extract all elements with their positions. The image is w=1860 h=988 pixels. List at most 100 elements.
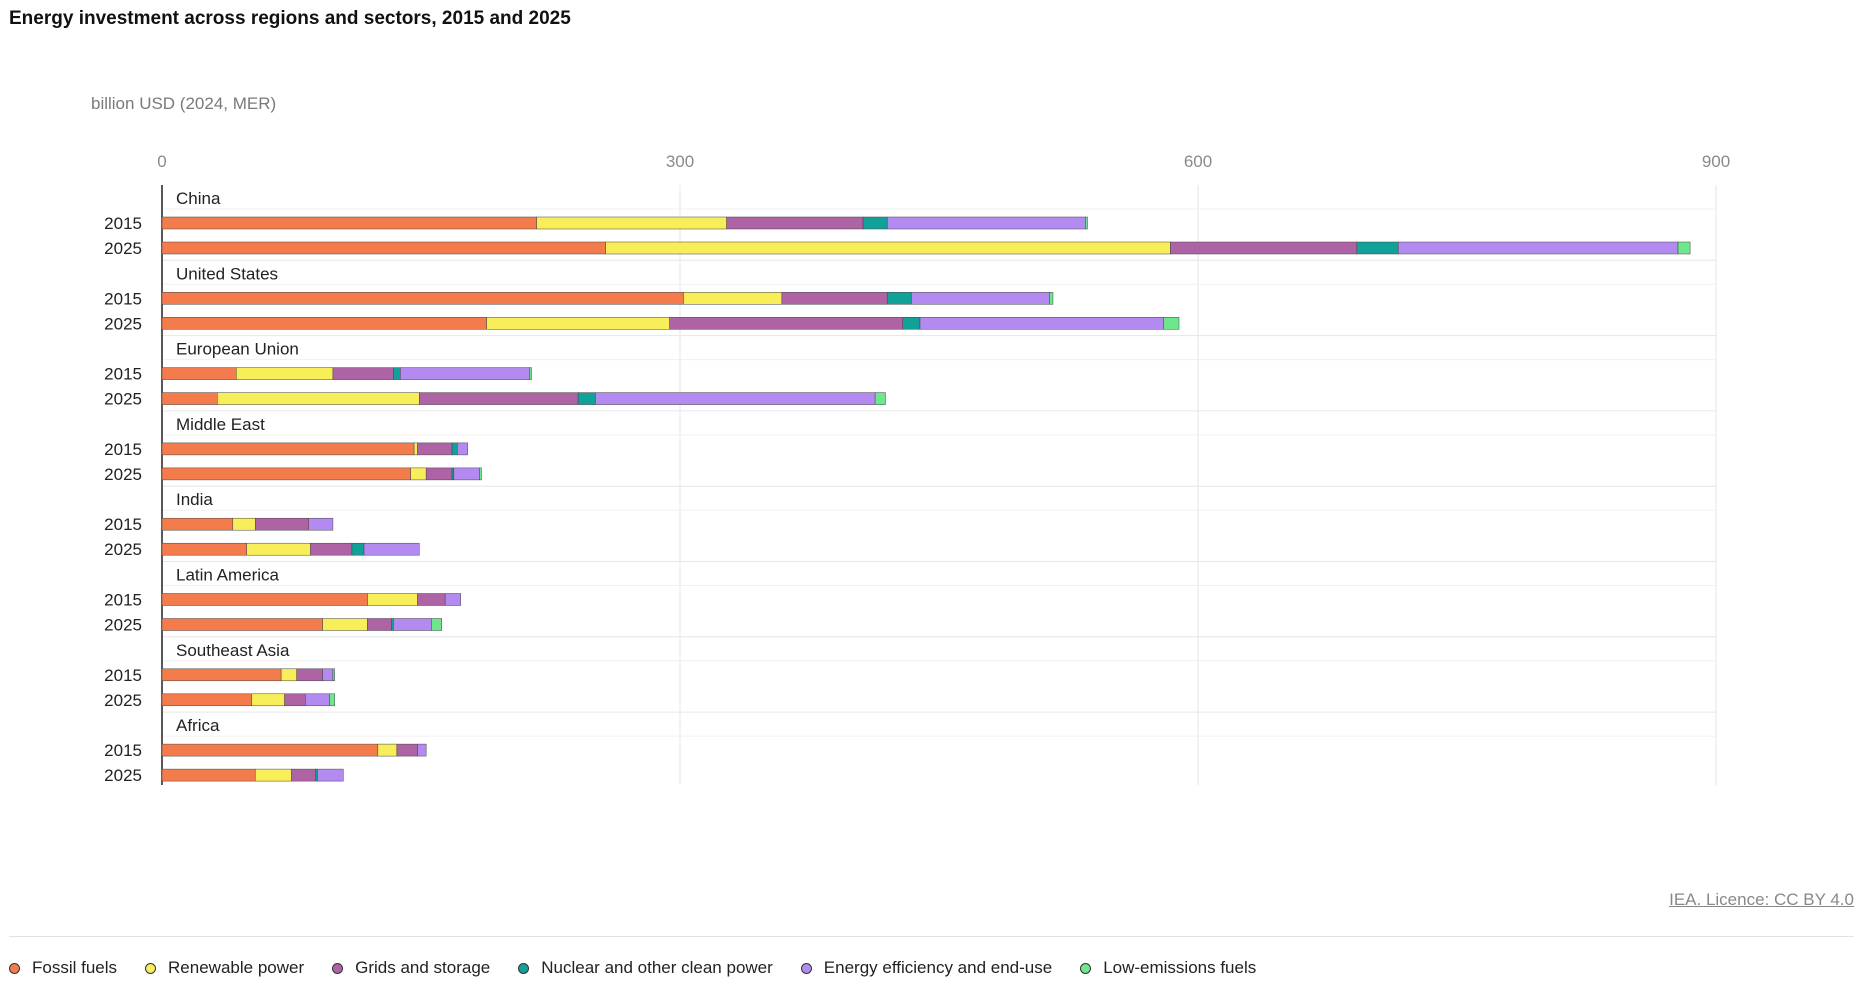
- bar-segment: [1677, 241, 1691, 255]
- legend-item[interactable]: Low-emissions fuels: [1080, 958, 1256, 978]
- bar-segment: [161, 292, 684, 305]
- bar-segment: [161, 241, 607, 255]
- bar-segment: [726, 216, 864, 230]
- bar-segment: [425, 467, 453, 481]
- year-label: 2025: [104, 465, 142, 484]
- x-tick-label: 600: [1184, 152, 1212, 171]
- bar-segment: [1170, 241, 1358, 255]
- bar-segment: [161, 317, 487, 330]
- bar-segment: [161, 392, 218, 405]
- year-label: 2025: [104, 390, 142, 409]
- region-label: Middle East: [176, 415, 265, 434]
- bar-segment: [161, 467, 411, 481]
- bar-segment: [605, 241, 1171, 255]
- bar-segment: [161, 367, 237, 380]
- bar-segment: [367, 618, 392, 631]
- legend: Fossil fuels Renewable power Grids and sto…: [9, 958, 1284, 978]
- bar-segment: [254, 768, 292, 782]
- grid-layer: [161, 185, 1717, 785]
- year-label: 2015: [104, 289, 142, 308]
- bar-segment: [317, 768, 344, 782]
- bar-segment: [577, 392, 596, 405]
- bar-segment: [669, 317, 903, 330]
- bar-segment: [431, 618, 442, 631]
- bar-segment: [161, 618, 323, 631]
- bar-segment: [232, 517, 256, 531]
- legend-swatch-icon: [145, 962, 157, 974]
- bar-segment: [457, 442, 468, 456]
- legend-item[interactable]: Fossil fuels: [9, 958, 117, 978]
- year-label: 2015: [104, 515, 142, 534]
- year-label: 2025: [104, 616, 142, 635]
- bar-segment: [911, 292, 1050, 305]
- region-label: Southeast Asia: [176, 641, 290, 660]
- bar-segment: [683, 292, 783, 305]
- legend-item[interactable]: Nuclear and other clean power: [518, 958, 773, 978]
- bar-segment: [1356, 241, 1399, 255]
- legend-swatch-icon: [1080, 962, 1092, 974]
- bar-segment: [161, 693, 253, 707]
- bar-segment: [529, 367, 532, 380]
- year-label: 2025: [104, 540, 142, 559]
- bar-segment: [363, 542, 420, 556]
- legend-item[interactable]: Energy efficiency and end-use: [800, 958, 1053, 978]
- legend-item[interactable]: Grids and storage: [332, 958, 490, 978]
- bar-segment: [332, 668, 335, 682]
- bar-segment: [284, 693, 306, 707]
- bar-segment: [417, 593, 446, 606]
- bar-segment: [862, 216, 888, 230]
- bar-segment: [296, 668, 323, 682]
- bar-segment: [595, 392, 876, 405]
- year-label: 2025: [104, 766, 142, 785]
- bar-segment: [310, 542, 353, 556]
- bar-segment: [322, 618, 368, 631]
- x-tick-label: 900: [1702, 152, 1730, 171]
- legend-label: Grids and storage: [355, 958, 491, 977]
- bar-segment: [161, 668, 282, 682]
- bar-segment: [781, 292, 888, 305]
- bar-segment: [161, 593, 368, 606]
- region-label: Latin America: [176, 566, 280, 585]
- stacked-bar-chart: 0 300 600 900 China 2015 2025 United States 2015…: [104, 152, 1730, 785]
- legend-label: Low-emissions fuels: [1103, 958, 1257, 977]
- year-label: 2015: [104, 591, 142, 610]
- bar-segment: [451, 442, 458, 456]
- year-label: 2015: [104, 214, 142, 233]
- legend-label: Renewable power: [168, 958, 305, 977]
- bar-segment: [161, 216, 537, 230]
- bar-segment: [419, 392, 579, 405]
- bar-segment: [377, 743, 398, 757]
- bar-segment: [251, 693, 285, 707]
- bar-segment: [396, 743, 418, 757]
- bar-segment: [305, 693, 330, 707]
- licence-link[interactable]: IEA. Licence: CC BY 4.0: [1669, 890, 1854, 909]
- bar-segment: [351, 542, 365, 556]
- x-tick-label: 300: [666, 152, 694, 171]
- bar-segment: [329, 693, 335, 707]
- region-label: United States: [176, 264, 278, 283]
- unit-label: billion USD (2024, MER): [91, 94, 277, 113]
- region-label: India: [176, 490, 213, 509]
- legend-swatch-icon: [800, 962, 812, 974]
- legend-label: Energy efficiency and end-use: [823, 958, 1053, 977]
- bar-segment: [332, 367, 394, 380]
- bar-segment: [291, 768, 316, 782]
- bar-segment: [400, 367, 531, 380]
- bar-segment: [486, 317, 670, 330]
- bar-segment: [308, 517, 334, 531]
- year-label: 2015: [104, 666, 142, 685]
- bar-segment: [417, 743, 427, 757]
- bar-segment: [280, 668, 297, 682]
- bar-segment: [417, 442, 453, 456]
- bar-segment: [886, 292, 912, 305]
- bar-segment: [393, 367, 401, 380]
- bar-segment: [1163, 317, 1180, 330]
- bar-segment: [1398, 241, 1679, 255]
- year-label: 2015: [104, 440, 142, 459]
- legend-item[interactable]: Renewable power: [145, 958, 304, 978]
- bar-segment: [410, 467, 427, 481]
- region-label: European Union: [176, 340, 299, 359]
- bar-segment: [246, 542, 311, 556]
- bar-segment: [161, 517, 234, 531]
- bar-segment: [161, 542, 247, 556]
